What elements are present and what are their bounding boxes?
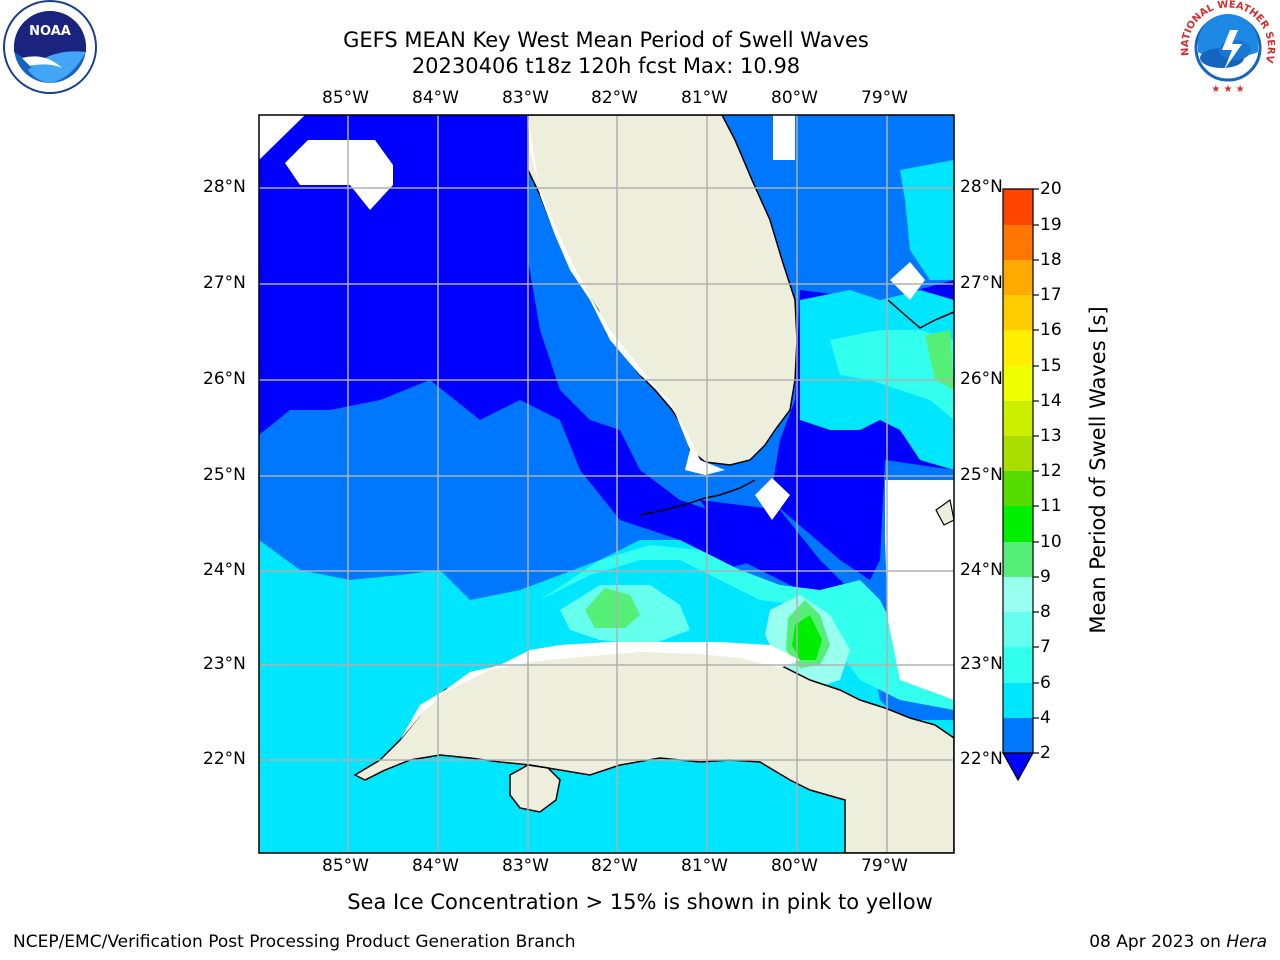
map-title-line1: GEFS MEAN Key West Mean Period of Swell …: [343, 28, 869, 52]
colorbar-tick-label: 19: [1040, 215, 1062, 235]
lon-label-top: 79°W: [861, 88, 908, 108]
colorbar-tick-label: 16: [1040, 320, 1062, 340]
lon-label-bottom: 85°W: [322, 856, 369, 876]
colorbar-tick-label: 13: [1040, 426, 1062, 446]
lat-label-left: 27°N: [203, 273, 246, 293]
lon-label-bottom: 80°W: [771, 856, 818, 876]
lon-label-bottom: 79°W: [861, 856, 908, 876]
footer-credit: NCEP/EMC/Verification Post Processing Pr…: [13, 932, 576, 952]
lon-label-bottom: 84°W: [412, 856, 459, 876]
colorbar-tick-label: 7: [1040, 637, 1051, 657]
colorbar-tick-label: 14: [1040, 391, 1062, 411]
lat-label-right: 26°N: [960, 369, 1003, 389]
lon-label-top: 83°W: [502, 88, 549, 108]
footer-date: 08 Apr 2023 on Hera: [1089, 932, 1267, 952]
lat-label-right: 25°N: [960, 465, 1003, 485]
colorbar-tick-label: 17: [1040, 285, 1062, 305]
nws-logo-icon: NATIONAL WEATHER SERVICE ★ ★ ★: [0, 0, 1276, 95]
colorbar-tick-label: 2: [1040, 743, 1051, 763]
colorbar-tick-label: 10: [1040, 532, 1062, 552]
lon-label-bottom: 81°W: [681, 856, 728, 876]
graticule: [259, 115, 954, 853]
lon-label-top: 85°W: [322, 88, 369, 108]
colorbar-tick-label: 12: [1040, 461, 1062, 481]
lon-label-top: 80°W: [771, 88, 818, 108]
lat-label-right: 24°N: [960, 560, 1003, 580]
colorbar-tick-label: 11: [1040, 496, 1062, 516]
lon-label-bottom: 82°W: [591, 856, 638, 876]
lat-label-right: 23°N: [960, 654, 1003, 674]
lat-label-right: 28°N: [960, 177, 1003, 197]
map-frame: [258, 114, 955, 854]
lat-label-left: 26°N: [203, 369, 246, 389]
lat-label-right: 27°N: [960, 273, 1003, 293]
lon-label-top: 84°W: [412, 88, 459, 108]
colorbar-title: Mean Period of Swell Waves [s]: [1086, 306, 1110, 634]
noaa-logo-icon: NOAA: [3, 0, 97, 94]
colorbar-tick-label: 6: [1040, 673, 1051, 693]
map-title-line2: 20230406 t18z 120h fcst Max: 10.98: [411, 54, 801, 78]
lon-label-top: 81°W: [681, 88, 728, 108]
colorbar-tick-label: 15: [1040, 356, 1062, 376]
swell-period-field: [259, 115, 954, 853]
nws-logo-text: NATIONAL WEATHER SERVICE: [0, 0, 1276, 64]
sea-ice-caption: Sea Ice Concentration > 15% is shown in …: [347, 890, 933, 914]
lon-label-bottom: 83°W: [502, 856, 549, 876]
colorbar-tick-label: 4: [1040, 708, 1051, 728]
colorbar-tick-label: 9: [1040, 567, 1051, 587]
lat-label-left: 25°N: [203, 465, 246, 485]
colorbar-tick-label: 8: [1040, 602, 1051, 622]
lat-label-left: 24°N: [203, 560, 246, 580]
lat-label-left: 28°N: [203, 177, 246, 197]
footer-date-text: 08 Apr 2023 on: [1089, 932, 1227, 952]
lat-label-left: 23°N: [203, 654, 246, 674]
lat-label-right: 22°N: [960, 749, 1003, 769]
lat-label-left: 22°N: [203, 749, 246, 769]
footer-machine: Hera: [1226, 932, 1267, 952]
svg-text:★ ★ ★: ★ ★ ★: [1211, 84, 1244, 95]
colorbar-tick-label: 20: [1040, 179, 1062, 199]
svg-text:NOAA: NOAA: [29, 24, 71, 39]
colorbar: [1001, 188, 1039, 782]
lon-label-top: 82°W: [591, 88, 638, 108]
colorbar-tick-label: 18: [1040, 250, 1062, 270]
